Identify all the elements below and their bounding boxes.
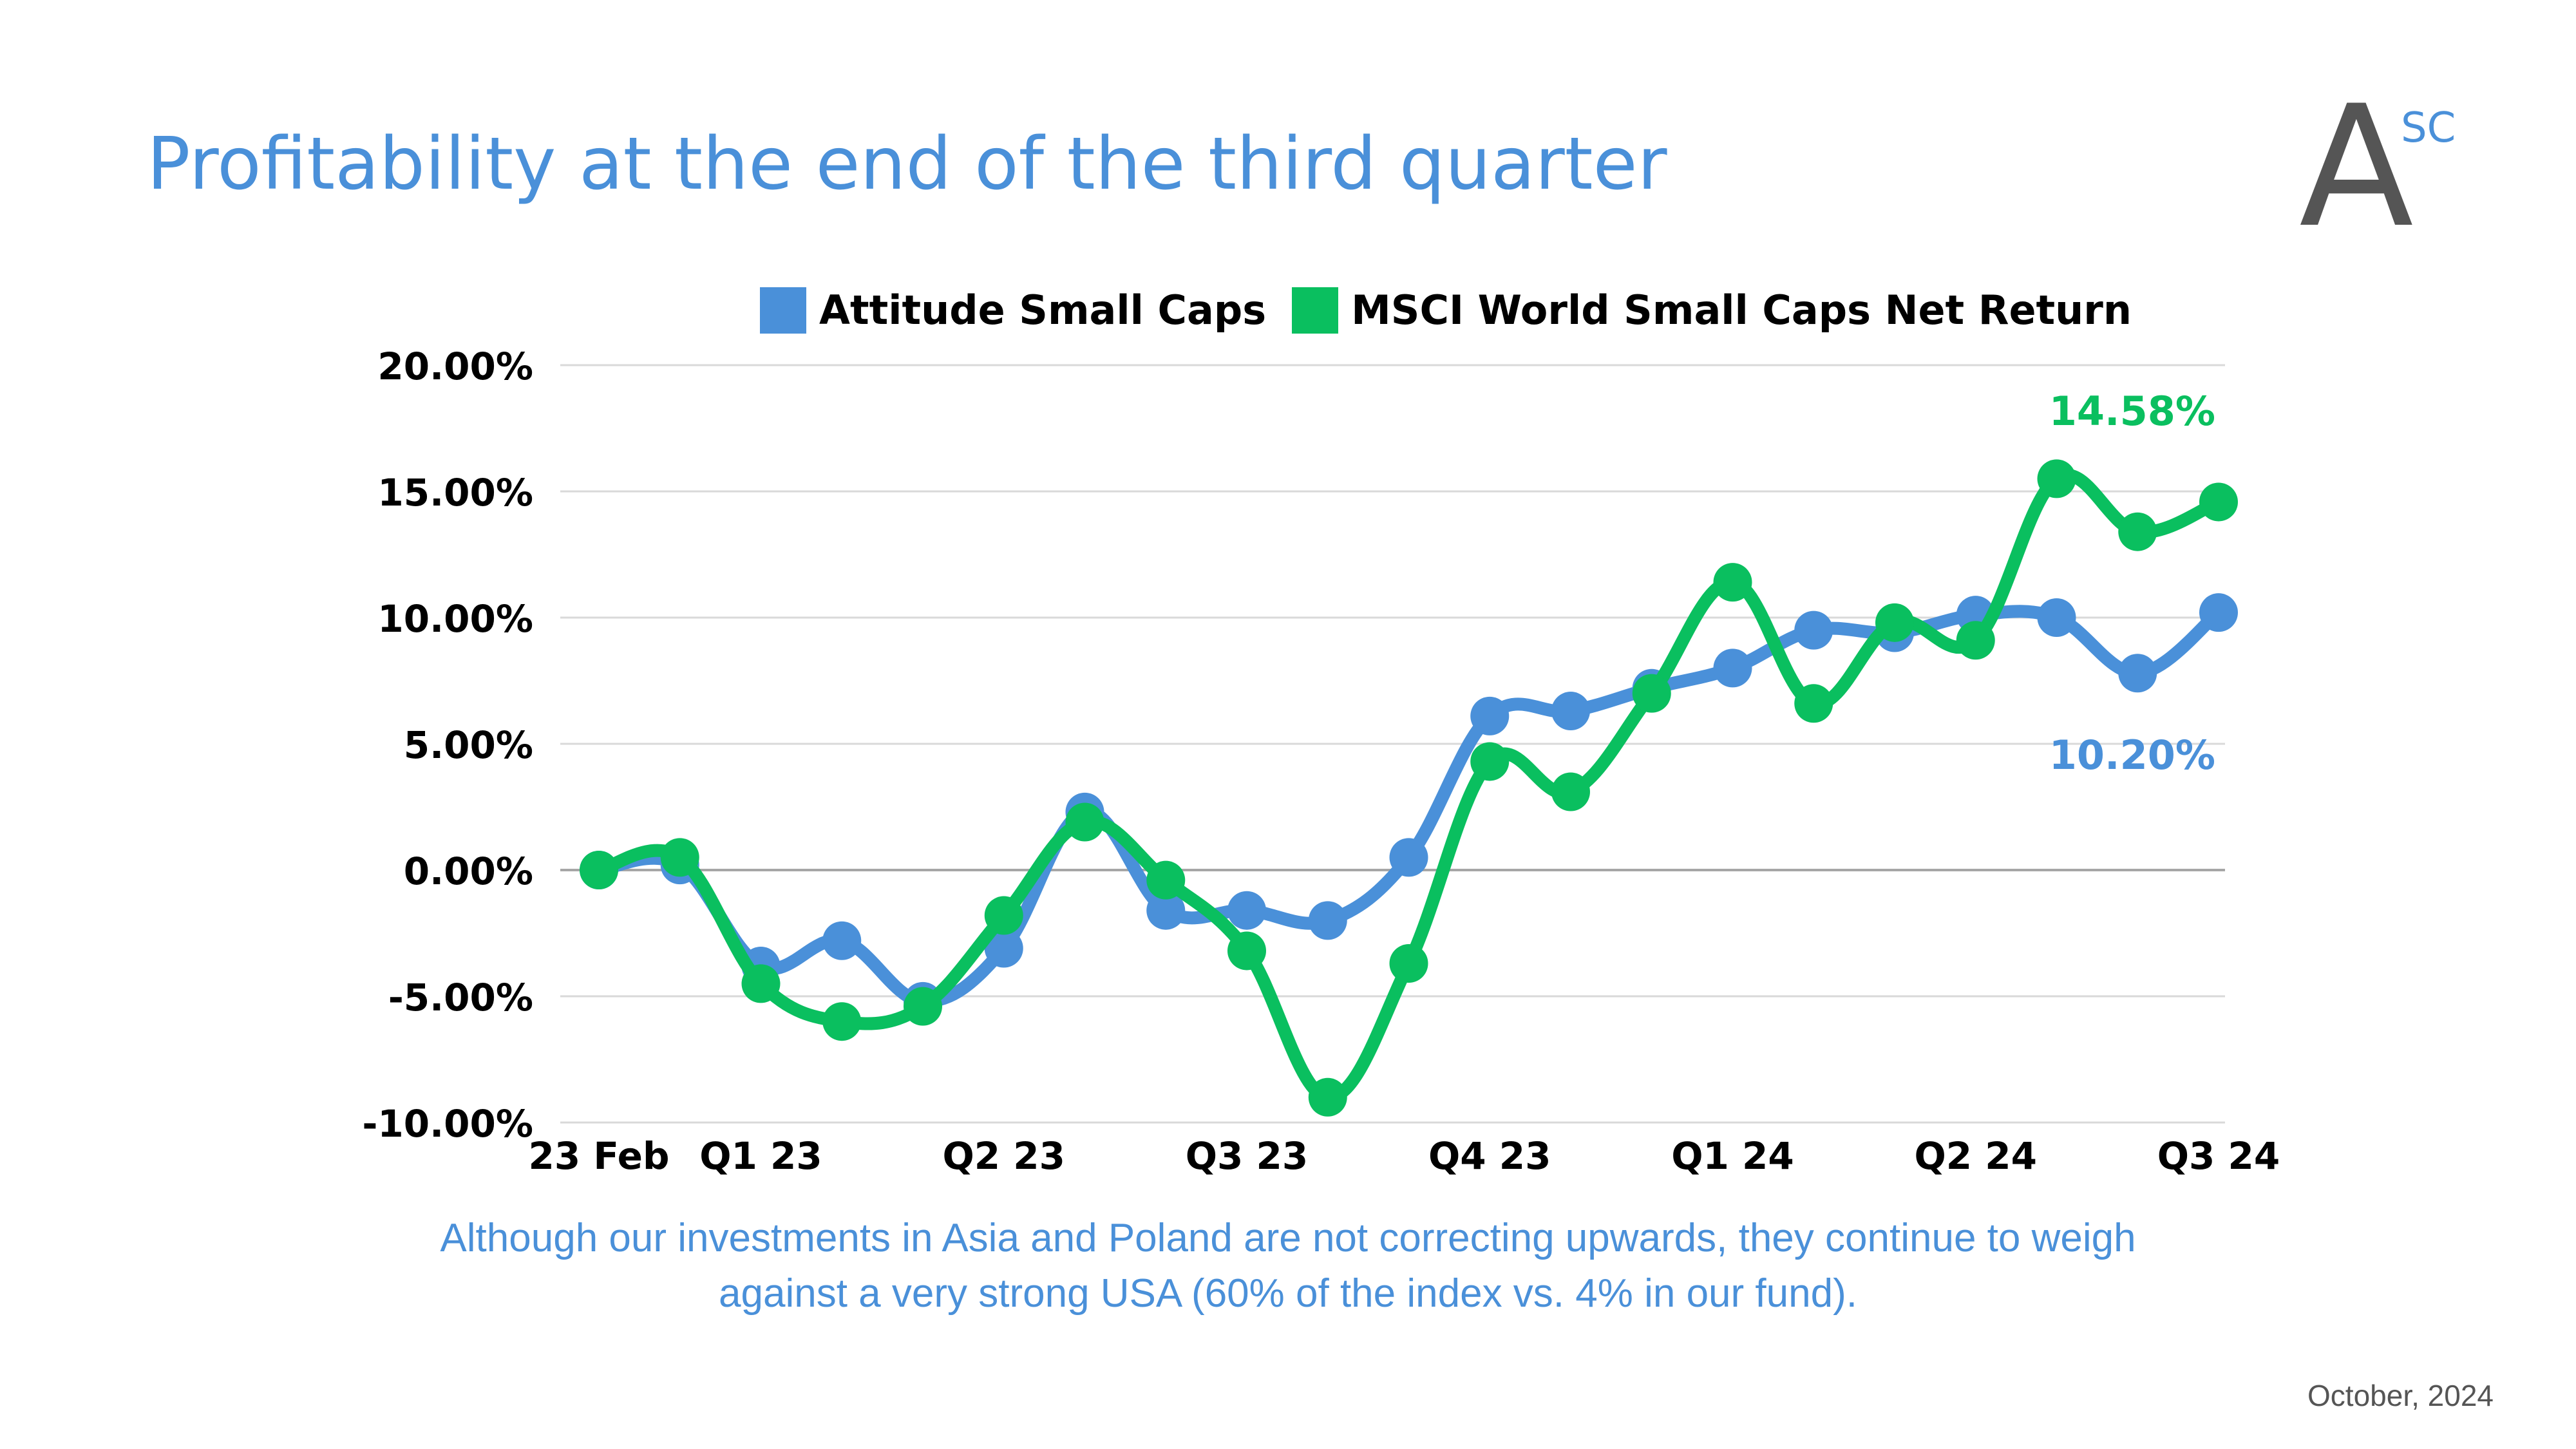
y-tick-label: 15.00% <box>377 471 533 515</box>
data-point-series-1 <box>1470 742 1510 781</box>
y-tick-label: -10.00% <box>362 1102 533 1146</box>
data-point-series-1 <box>1551 772 1590 811</box>
data-point-series-1 <box>1713 563 1752 602</box>
y-tick-label: 20.00% <box>377 345 533 388</box>
data-point-series-0 <box>1470 696 1510 735</box>
logo-superscript: SC <box>2401 104 2456 152</box>
x-tick-label: Q4 23 <box>1428 1134 1551 1178</box>
x-tick-label: Q2 23 <box>942 1134 1065 1178</box>
date-label: October, 2024 <box>2307 1379 2494 1412</box>
series-line-1 <box>592 469 2225 1104</box>
data-point-series-0 <box>2037 598 2076 637</box>
y-tick-label: 5.00% <box>404 723 533 767</box>
legend-label-attitude: Attitude Small Caps <box>819 287 1267 334</box>
data-point-series-1 <box>984 896 1023 935</box>
data-point-series-0 <box>822 921 862 960</box>
x-tick-label: 23 Feb <box>528 1134 669 1178</box>
x-tick-label: Q3 24 <box>2157 1134 2280 1178</box>
data-point-series-1 <box>2037 459 2076 498</box>
logo-letter: A <box>2299 70 2414 265</box>
data-point-series-1 <box>2199 482 2238 522</box>
data-point-series-0 <box>2118 654 2157 693</box>
data-point-series-1 <box>1146 860 1186 900</box>
logo: A SC <box>2299 70 2456 265</box>
data-point-series-1 <box>1632 674 1671 713</box>
x-tick-label: Q1 24 <box>1671 1134 1794 1178</box>
data-point-series-1 <box>2118 512 2157 551</box>
chart-legend: Attitude Small Caps MSCI World Small Cap… <box>760 287 2132 334</box>
data-point-series-1 <box>1875 603 1914 642</box>
data-point-series-1 <box>904 987 942 1026</box>
series-line-0 <box>592 605 2225 1008</box>
y-tick-label: 10.00% <box>377 597 533 641</box>
data-point-series-0 <box>1551 692 1590 731</box>
page-title: Profitability at the end of the third qu… <box>147 122 1667 206</box>
data-point-series-0 <box>1389 838 1428 877</box>
data-point-series-1 <box>1065 802 1104 842</box>
data-point-series-1 <box>580 851 618 889</box>
y-tick-label: -5.00% <box>388 976 533 1019</box>
legend-swatch-msci <box>1292 287 1339 334</box>
legend-item-attitude: Attitude Small Caps <box>760 287 1266 334</box>
data-point-series-0 <box>1308 901 1347 940</box>
data-point-series-0 <box>1227 891 1266 930</box>
x-tick-label: Q3 23 <box>1186 1134 1309 1178</box>
data-point-series-1 <box>1389 944 1428 983</box>
x-tick-label: Q1 23 <box>699 1134 822 1178</box>
x-tick-label: Q2 24 <box>1914 1134 2037 1178</box>
end-label-msci: 14.58% <box>2049 388 2215 435</box>
data-point-series-1 <box>660 838 699 877</box>
data-point-series-0 <box>1713 649 1752 688</box>
data-point-series-1 <box>822 1002 862 1041</box>
data-point-series-1 <box>1308 1077 1347 1117</box>
footnote: Although our investments in Asia and Pol… <box>440 1216 2136 1316</box>
legend-item-msci: MSCI World Small Caps Net Return <box>1292 287 2132 334</box>
data-point-series-0 <box>2199 593 2238 632</box>
data-point-series-1 <box>741 964 781 1003</box>
data-point-series-0 <box>1794 611 1833 650</box>
data-point-series-1 <box>1956 621 1995 660</box>
data-point-series-1 <box>1794 684 1833 723</box>
data-point-series-0 <box>984 929 1023 968</box>
data-point-series-0 <box>1146 891 1186 930</box>
end-label-attitude: 10.20% <box>2049 732 2215 779</box>
legend-label-msci: MSCI World Small Caps Net Return <box>1351 287 2132 334</box>
y-tick-label: 0.00% <box>404 849 533 893</box>
data-point-series-1 <box>1227 931 1266 971</box>
legend-swatch-attitude <box>760 287 806 334</box>
